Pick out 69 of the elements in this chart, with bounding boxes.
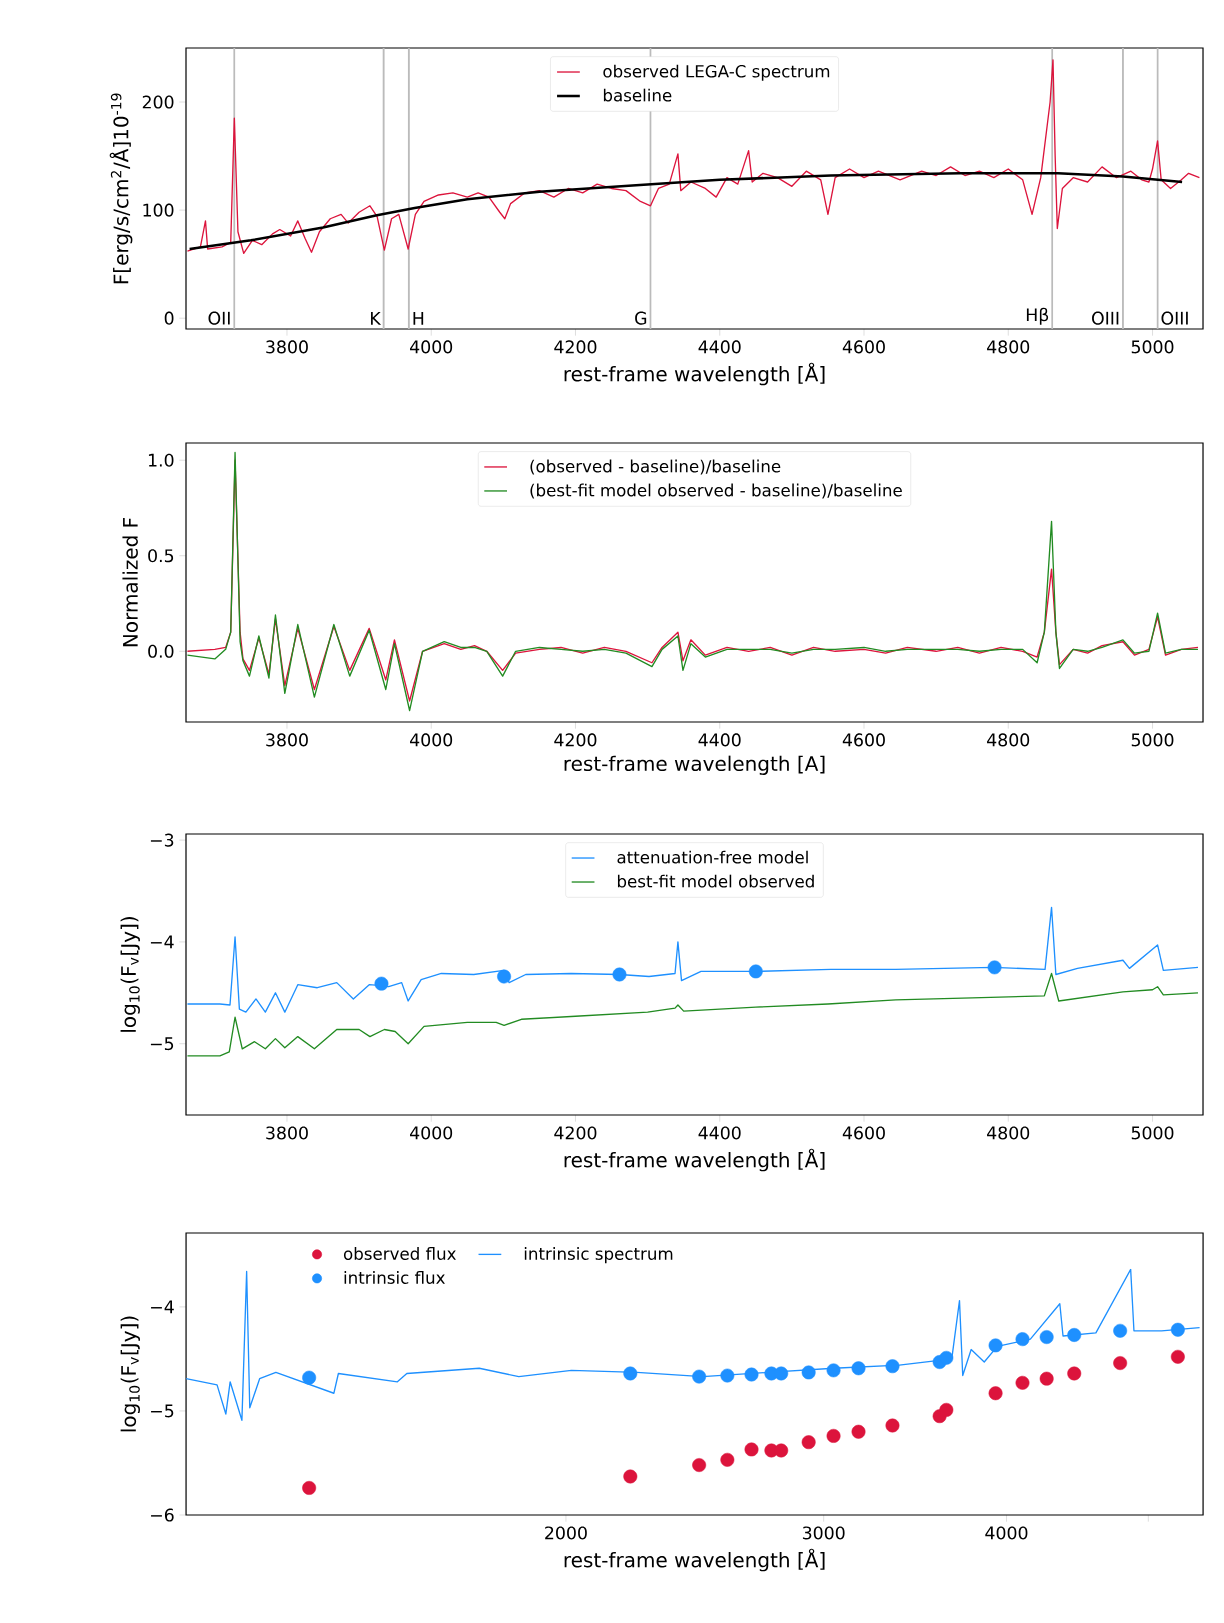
ref-line-label: OII — [208, 311, 230, 325]
ref-line-label: H — [413, 312, 424, 325]
x-tick-label: 4000 — [410, 340, 453, 354]
x-tick-label: 5000 — [1131, 1126, 1174, 1140]
legend-label: intrinsic spectrum — [524, 1247, 673, 1264]
y-axis-title: F[erg/s/cm$^{2}$/Å]10$^{-19}$ — [109, 93, 133, 284]
y-axis-title: Normalized F — [122, 518, 138, 647]
point — [748, 964, 763, 979]
x-tick-label: 4800 — [987, 1126, 1030, 1140]
legend-label: observed LEGA-C spectrum — [603, 64, 830, 81]
x-tick-label: 4800 — [987, 733, 1030, 747]
x-tick-label: 3800 — [266, 1126, 308, 1140]
x-tick-label: 2000 — [545, 1526, 587, 1540]
x-tick-label: 4600 — [842, 1126, 885, 1140]
y-tick-label: −5 — [150, 1037, 174, 1051]
line-series — [186, 59, 1201, 254]
legend-label: (observed - baseline)/baseline — [530, 459, 781, 475]
y-tick-label: −6 — [151, 1508, 174, 1522]
y-axis-title: log$_{10}$(F$_{v}$[Jy]) — [120, 917, 140, 1032]
x-tick-label: 3000 — [802, 1526, 845, 1540]
x-axis-title: rest-frame wavelength [Å] — [564, 362, 825, 386]
y-tick-label: −4 — [151, 1300, 174, 1314]
x-tick-label: 4200 — [554, 1126, 597, 1140]
y-tick-label: 100 — [143, 203, 174, 217]
y-tick-label: 200 — [142, 95, 174, 109]
legend-label: (best-fit model observed - baseline)/baseline — [530, 483, 902, 499]
y-tick-label: 0.5 — [148, 549, 174, 563]
y-tick-label: −5 — [151, 1404, 174, 1418]
x-tick-label: 4400 — [698, 340, 741, 354]
legend-label: baseline — [603, 88, 672, 102]
x-axis-title: rest-frame wavelength [Å] — [564, 1548, 825, 1572]
point — [374, 976, 389, 991]
x-tick-label: 5000 — [1131, 340, 1174, 354]
x-tick-label: 4800 — [987, 340, 1030, 354]
ref-line-label: G — [635, 311, 647, 325]
x-tick-label: 4000 — [985, 1526, 1028, 1540]
x-tick-label: 4600 — [842, 733, 885, 747]
x-axis-title: rest-frame wavelength [Å] — [564, 1148, 825, 1172]
y-tick-label: −4 — [150, 935, 174, 949]
x-tick-label: 4400 — [698, 1126, 741, 1140]
ref-line-label: K — [371, 312, 382, 325]
x-tick-label: 4000 — [410, 733, 453, 747]
x-tick-label: 4200 — [554, 340, 597, 354]
x-tick-label: 4000 — [410, 1126, 453, 1140]
line-series — [186, 972, 1199, 1057]
legend-label: attenuation-free model — [617, 850, 808, 864]
ref-line-label: OIII — [1161, 311, 1188, 325]
line-series — [188, 172, 1184, 251]
y-tick-label: 0 — [164, 311, 174, 325]
point — [612, 967, 627, 982]
y-tick-label: 1.0 — [148, 453, 174, 467]
legend-label: best-fit model observed — [617, 874, 814, 888]
x-tick-label: 4200 — [554, 733, 597, 747]
y-axis-title: log$_{10}$(F$_{v}$[Jy]) — [120, 1316, 140, 1432]
y-tick-label: 0.0 — [148, 644, 174, 658]
x-axis-title: rest-frame wavelength [A] — [564, 755, 825, 775]
x-tick-label: 4600 — [842, 340, 885, 354]
x-tick-label: 3800 — [266, 340, 308, 354]
legend-label: observed flux — [343, 1247, 456, 1260]
x-tick-label: 3800 — [266, 733, 308, 747]
y-tick-label: −3 — [150, 833, 174, 847]
legend-label: intrinsic flux — [344, 1271, 445, 1284]
x-tick-label: 4400 — [698, 733, 741, 747]
line-series — [186, 906, 1199, 1013]
ref-line-label: Hβ — [1026, 307, 1049, 325]
point — [497, 969, 512, 984]
ref-line-label: OIII — [1092, 311, 1119, 325]
point — [987, 960, 1002, 975]
x-tick-label: 5000 — [1131, 733, 1174, 747]
